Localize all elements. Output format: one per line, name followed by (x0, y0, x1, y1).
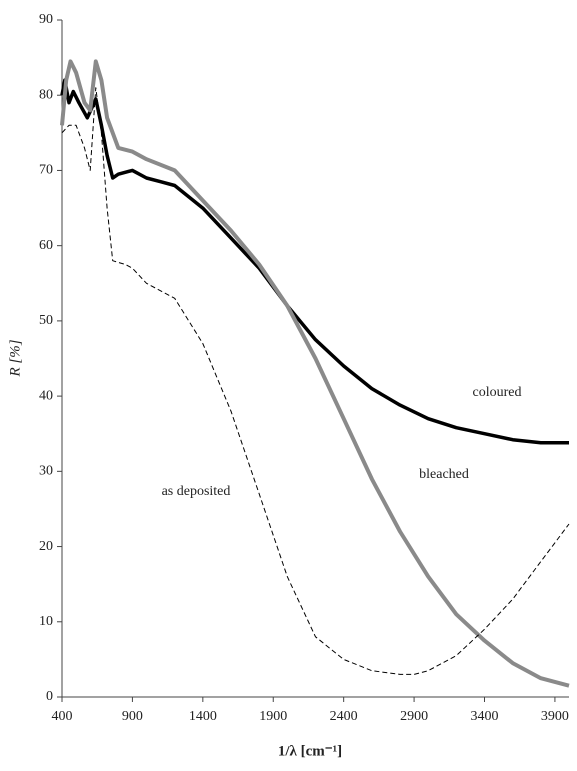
y-tick-label: 60 (39, 238, 53, 253)
x-tick-label: 1400 (189, 709, 217, 724)
y-axis-label: R [%] (7, 339, 23, 377)
x-tick-label: 3900 (541, 709, 569, 724)
x-tick-label: 1900 (259, 709, 287, 724)
annotation: as deposited (162, 484, 231, 499)
y-tick-label: 90 (39, 12, 53, 27)
x-axis-label: 1/λ [cm⁻¹] (278, 743, 342, 759)
series-line (60, 78, 569, 445)
x-tick-label: 900 (122, 709, 143, 724)
x-tick-label: 2900 (400, 709, 428, 724)
y-tick-label: 70 (39, 163, 53, 178)
annotation: coloured (473, 385, 522, 400)
y-tick-label: 50 (39, 313, 53, 328)
x-tick-label: 2400 (330, 709, 358, 724)
y-tick-label: 40 (39, 388, 53, 403)
y-tick-label: 0 (46, 689, 53, 704)
series-line (61, 87, 570, 675)
y-tick-label: 10 (39, 614, 53, 629)
x-tick-label: 400 (52, 709, 73, 724)
y-tick-label: 30 (39, 464, 53, 479)
series-line (60, 59, 570, 688)
annotation: bleached (419, 467, 469, 482)
y-tick-label: 80 (39, 87, 53, 102)
x-tick-label: 3400 (471, 709, 499, 724)
y-tick-label: 20 (39, 539, 53, 554)
